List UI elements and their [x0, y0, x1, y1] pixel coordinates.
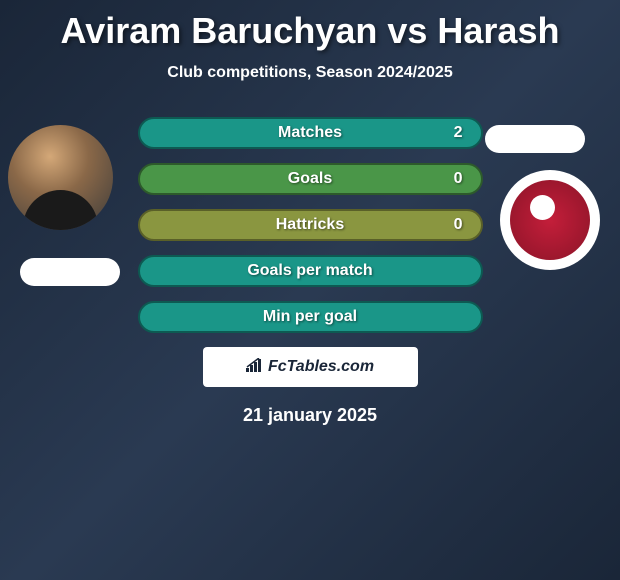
stats-list: Matches 2 Goals 0 Hattricks 0 Goals per … — [138, 117, 483, 333]
stat-row-hattricks: Hattricks 0 — [138, 209, 483, 241]
club-badge-inner — [510, 180, 590, 260]
club-badge-right — [500, 170, 600, 270]
stat-value: 0 — [454, 170, 463, 188]
stat-label: Goals — [288, 170, 332, 188]
stat-row-goals-per-match: Goals per match — [138, 255, 483, 287]
chart-icon — [246, 358, 264, 377]
subtitle: Club competitions, Season 2024/2025 — [10, 64, 610, 82]
stat-row-goals: Goals 0 — [138, 163, 483, 195]
stat-label: Min per goal — [263, 308, 357, 326]
stat-row-min-per-goal: Min per goal — [138, 301, 483, 333]
page-title: Aviram Baruchyan vs Harash — [10, 10, 610, 52]
brand-logo-text: FcTables.com — [268, 358, 374, 376]
stat-row-matches: Matches 2 — [138, 117, 483, 149]
stat-value: 0 — [454, 216, 463, 234]
stat-value: 2 — [454, 124, 463, 142]
comparison-infographic: Aviram Baruchyan vs Harash Club competit… — [0, 0, 620, 580]
club-pill-left — [20, 258, 120, 286]
date-text: 21 january 2025 — [10, 405, 610, 426]
player-avatar-left — [8, 125, 113, 230]
stat-label: Matches — [278, 124, 342, 142]
stat-label: Hattricks — [276, 216, 344, 234]
club-pill-right-top — [485, 125, 585, 153]
stat-label: Goals per match — [247, 262, 372, 280]
brand-logo-box: FcTables.com — [203, 347, 418, 387]
